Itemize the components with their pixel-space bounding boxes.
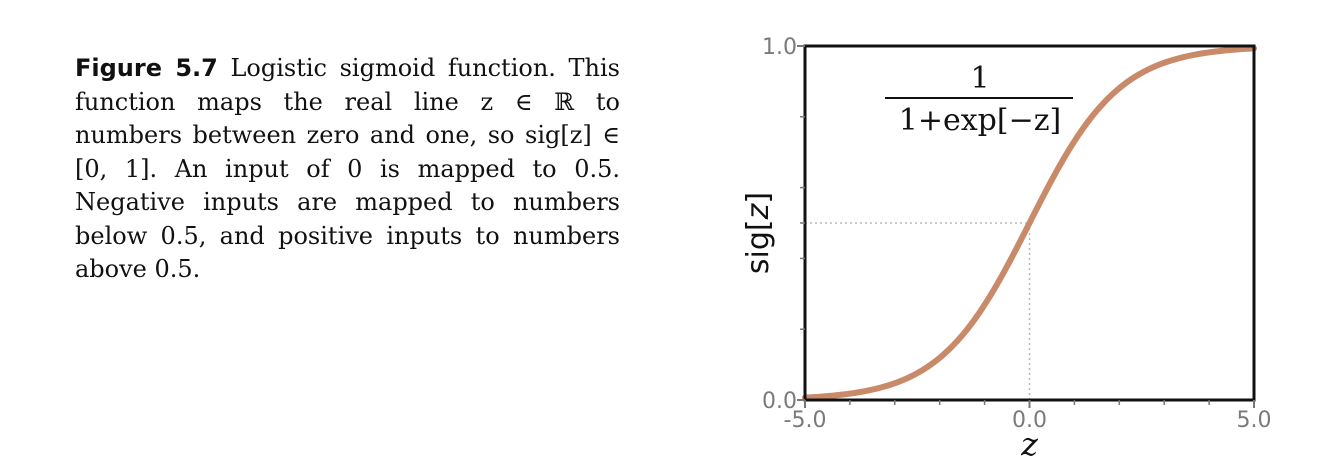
y-axis-label: sig[z] [741, 192, 776, 274]
x-tick-label-min: -5.0 [784, 408, 827, 433]
caption-text: Logistic sigmoid function. This function… [75, 54, 620, 283]
y-tick-label-max: 1.0 [762, 35, 797, 60]
y-axis-label-var: z [741, 202, 776, 220]
x-axis-label: z [1020, 425, 1039, 463]
x-tick-label-mid: 0.0 [1012, 408, 1047, 433]
figure-caption: Figure 5.7 Logistic sigmoid function. Th… [75, 52, 620, 287]
sigmoid-curve [802, 45, 1257, 401]
formula-numerator: 1 [970, 61, 989, 96]
y-axis-label-prefix: sig [741, 231, 776, 274]
formula-denominator: 1+exp[−z] [899, 103, 1061, 138]
y-tick-label-min: 0.0 [762, 389, 797, 414]
figure-label: Figure 5.7 [75, 54, 218, 82]
x-tick-label-max: 5.0 [1237, 408, 1272, 433]
